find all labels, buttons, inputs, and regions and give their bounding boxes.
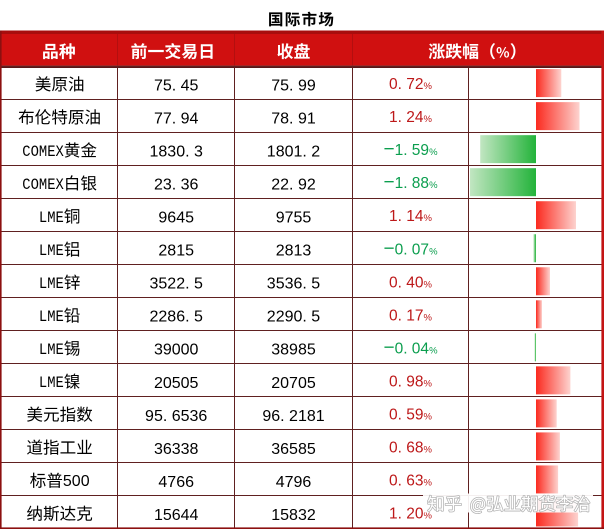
svg-text:COMEX: COMEX: [22, 143, 64, 161]
svg-text:1. 24%: 1. 24%: [389, 109, 432, 126]
svg-text:LME: LME: [39, 374, 64, 392]
svg-text:LME: LME: [39, 242, 64, 260]
svg-text:0. 68%: 0. 68%: [389, 439, 432, 456]
svg-text:LME: LME: [39, 341, 64, 359]
svg-text:75. 45: 75. 45: [154, 78, 199, 95]
svg-text:500: 500: [63, 473, 90, 490]
svg-text:3536. 5: 3536. 5: [267, 276, 320, 293]
svg-text:15644: 15644: [154, 507, 199, 524]
svg-text:0. 59%: 0. 59%: [389, 406, 432, 423]
svg-text:95. 6536: 95. 6536: [145, 408, 207, 425]
svg-text:−1. 59%: −1. 59%: [383, 139, 438, 160]
svg-text:4796: 4796: [276, 474, 312, 491]
svg-text:2813: 2813: [276, 243, 312, 260]
svg-text:39000: 39000: [154, 342, 199, 359]
svg-text:75. 99: 75. 99: [271, 78, 316, 95]
svg-text:96. 2181: 96. 2181: [262, 408, 324, 425]
svg-text:36338: 36338: [154, 441, 199, 458]
svg-text:1830. 3: 1830. 3: [150, 144, 203, 161]
svg-text:1. 14%: 1. 14%: [389, 208, 432, 225]
svg-text:20705: 20705: [271, 375, 316, 392]
svg-text:0. 40%: 0. 40%: [389, 274, 432, 291]
svg-text:9645: 9645: [158, 210, 194, 227]
svg-text:0. 63%: 0. 63%: [389, 472, 432, 489]
svg-text:2286. 5: 2286. 5: [150, 309, 203, 326]
svg-text:1801. 2: 1801. 2: [267, 144, 320, 161]
svg-text:20505: 20505: [154, 375, 199, 392]
svg-text:0. 17%: 0. 17%: [389, 307, 432, 324]
svg-text:LME: LME: [39, 275, 64, 293]
svg-text:0. 72%: 0. 72%: [389, 76, 432, 93]
svg-text:0. 98%: 0. 98%: [389, 373, 432, 390]
svg-text:23. 36: 23. 36: [154, 177, 199, 194]
svg-text:2290. 5: 2290. 5: [267, 309, 320, 326]
svg-text:1. 20%: 1. 20%: [389, 505, 432, 522]
svg-text:−0. 04%: −0. 04%: [383, 337, 438, 358]
svg-text:3522. 5: 3522. 5: [150, 276, 203, 293]
svg-text:36585: 36585: [271, 441, 316, 458]
svg-text:4766: 4766: [158, 474, 194, 491]
svg-text:9755: 9755: [276, 210, 312, 227]
svg-text:2815: 2815: [158, 243, 194, 260]
svg-text:15832: 15832: [271, 507, 316, 524]
svg-text:78. 91: 78. 91: [271, 111, 316, 128]
svg-text:38985: 38985: [271, 342, 316, 359]
svg-text:LME: LME: [39, 308, 64, 326]
svg-text:−0. 07%: −0. 07%: [383, 238, 438, 259]
svg-text:22. 92: 22. 92: [271, 177, 316, 194]
svg-text:77. 94: 77. 94: [154, 111, 199, 128]
svg-text:COMEX: COMEX: [22, 176, 64, 194]
svg-text:−1. 88%: −1. 88%: [383, 172, 438, 193]
svg-text:LME: LME: [39, 209, 64, 227]
